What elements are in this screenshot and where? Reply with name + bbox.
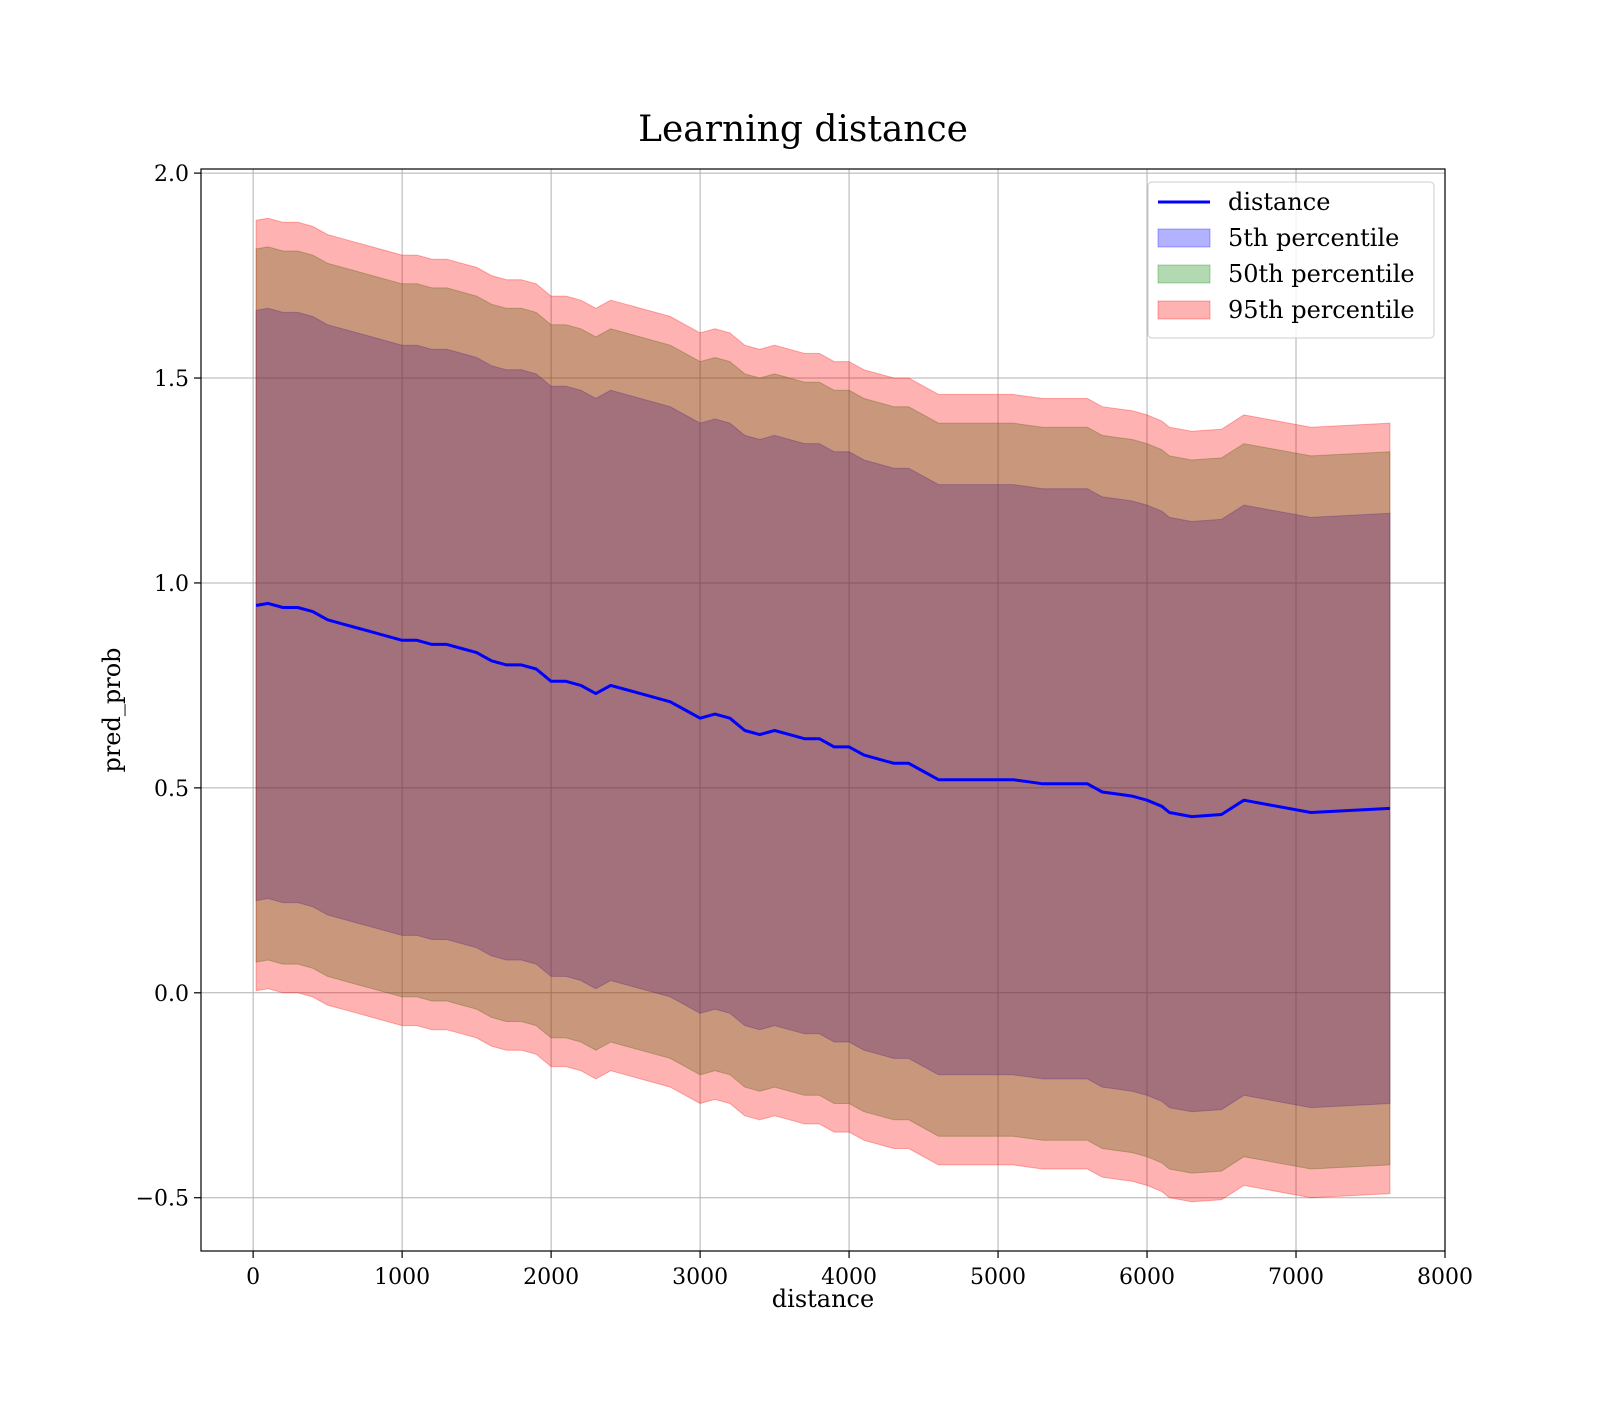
x-tick-label: 4000 bbox=[821, 1265, 877, 1290]
x-tick-label: 1000 bbox=[374, 1265, 430, 1290]
legend-label: 5th percentile bbox=[1228, 224, 1399, 252]
legend-box bbox=[1147, 181, 1435, 339]
grid bbox=[201, 169, 1445, 1251]
series-lines bbox=[255, 601, 1390, 819]
y-tick-label: 1.5 bbox=[154, 367, 189, 392]
band-50th-percentile bbox=[255, 246, 1391, 1174]
legend: distance 5th percentile 50th percentile 95t… bbox=[1147, 181, 1435, 339]
y-tick-label: 2.0 bbox=[154, 162, 189, 187]
legend-swatch bbox=[1157, 300, 1211, 320]
plot-frame bbox=[200, 168, 1446, 1252]
band-95th-percentile bbox=[255, 217, 1391, 1203]
legend-label: 95th percentile bbox=[1228, 296, 1415, 324]
x-tick-label: 5000 bbox=[970, 1265, 1026, 1290]
x-tick-label: 2000 bbox=[523, 1265, 579, 1290]
series-line-distance bbox=[255, 601, 1390, 819]
chart-title: Learning distance bbox=[638, 109, 968, 150]
percentile-bands bbox=[255, 217, 1391, 1203]
y-tick-label: 1.0 bbox=[154, 572, 189, 597]
band-5th-percentile bbox=[255, 307, 1391, 1113]
x-axis-label: distance bbox=[772, 1285, 874, 1313]
x-tick-label: 8000 bbox=[1417, 1265, 1473, 1290]
x-axis: 0 1000 2000 3000 4000 5000 6000 7000 8000 bbox=[246, 1251, 1473, 1290]
x-tick-label: 3000 bbox=[672, 1265, 728, 1290]
legend-swatch bbox=[1157, 264, 1211, 284]
legend-label: 50th percentile bbox=[1228, 260, 1415, 288]
legend-label: distance bbox=[1228, 188, 1330, 216]
x-tick-label: 6000 bbox=[1119, 1265, 1175, 1290]
x-tick-label: 0 bbox=[246, 1265, 260, 1290]
y-tick-label: 0.5 bbox=[154, 777, 189, 802]
x-tick-label: 7000 bbox=[1268, 1265, 1324, 1290]
legend-swatch bbox=[1157, 228, 1211, 248]
y-tick-label: −0.5 bbox=[136, 1187, 189, 1212]
y-axis: −0.5 0.0 0.5 1.0 1.5 2.0 bbox=[136, 162, 201, 1212]
y-tick-label: 0.0 bbox=[154, 982, 189, 1007]
y-axis-label: pred_prob bbox=[98, 647, 126, 772]
